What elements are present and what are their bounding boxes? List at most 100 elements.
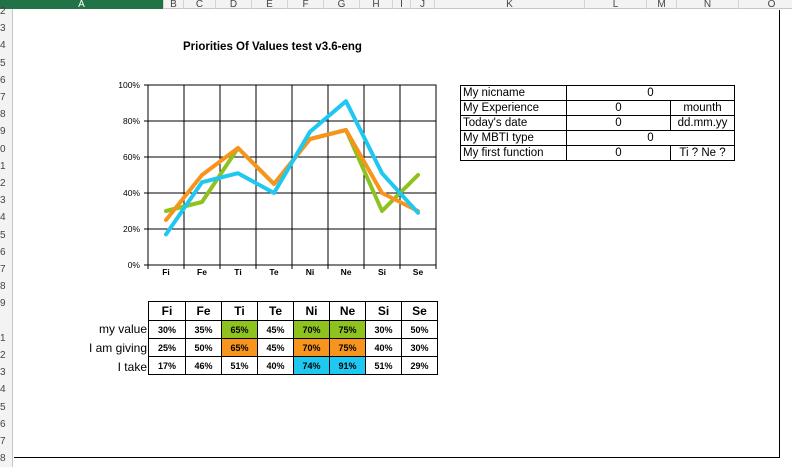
row-header[interactable]: 9: [0, 299, 6, 310]
column-header-o[interactable]: O: [739, 0, 792, 9]
header-si[interactable]: Si: [365, 301, 402, 321]
results-header-row: Fi Fe Ti Te Ni Ne Si Se: [148, 301, 438, 321]
cell[interactable]: 70%: [293, 338, 330, 357]
column-header-b[interactable]: B: [164, 0, 184, 9]
info-row-date: Today's date 0 dd.mm.yy: [460, 115, 735, 131]
row-label-take: I take: [117, 360, 147, 374]
info-table: My nicname 0 My Experience 0 mounth Toda…: [460, 85, 735, 161]
cell[interactable]: 75%: [329, 338, 366, 357]
row-header[interactable]: 8: [0, 282, 6, 293]
experience-unit: mounth: [670, 100, 735, 116]
mbti-value[interactable]: 0: [566, 130, 735, 146]
row-header[interactable]: 4: [0, 41, 6, 52]
info-row-experience: My Experience 0 mounth: [460, 100, 735, 116]
worksheet-area[interactable]: [14, 10, 780, 458]
row-header-bar: 2 3 4 5 6 7 8 9 0 1 2 3 4 5 6 7 8 9 1 2 3 4 5 6 7 8: [0, 7, 13, 467]
cell[interactable]: 91%: [329, 356, 366, 375]
header-fe[interactable]: Fe: [185, 301, 222, 321]
column-header-f[interactable]: F: [288, 0, 324, 9]
cell[interactable]: 17%: [148, 356, 186, 375]
row-header[interactable]: 3: [0, 196, 6, 207]
row-header[interactable]: 3: [0, 24, 6, 35]
cell[interactable]: 65%: [221, 338, 258, 357]
cell[interactable]: 70%: [293, 320, 330, 339]
row-header[interactable]: 2: [0, 351, 6, 361]
cell[interactable]: 45%: [257, 338, 294, 357]
function-value[interactable]: 0: [566, 145, 671, 161]
experience-label: My Experience: [460, 100, 567, 116]
cell[interactable]: 51%: [365, 356, 402, 375]
row-header[interactable]: 5: [0, 402, 6, 413]
row-header[interactable]: 2: [0, 179, 6, 189]
page-title: Priorities Of Values test v3.6-eng: [183, 41, 362, 53]
cell[interactable]: 40%: [365, 338, 402, 357]
column-header-k[interactable]: K: [435, 0, 585, 9]
row-header[interactable]: 1: [0, 333, 6, 344]
row-header[interactable]: 2: [0, 7, 6, 17]
row-header[interactable]: 7: [0, 265, 6, 275]
info-row-function: My first function 0 Ti ? Ne ?: [460, 145, 735, 161]
column-header-g[interactable]: G: [324, 0, 360, 9]
row-header[interactable]: 6: [0, 247, 6, 258]
column-header-c[interactable]: C: [184, 0, 216, 9]
cell[interactable]: 65%: [221, 320, 258, 339]
column-header-e[interactable]: E: [252, 0, 288, 9]
column-header-a[interactable]: A: [0, 0, 164, 9]
date-value[interactable]: 0: [566, 115, 671, 131]
info-row-nickname: My nicname 0: [460, 85, 735, 101]
cell[interactable]: 30%: [148, 320, 186, 339]
table-row-my-value: 30% 35% 65% 45% 70% 75% 30% 50%: [148, 320, 438, 339]
cell[interactable]: 50%: [185, 338, 222, 357]
row-header[interactable]: 4: [0, 213, 6, 224]
row-label-my-value: my value: [98, 322, 147, 336]
row-header[interactable]: 1: [0, 161, 6, 172]
row-header[interactable]: 8: [0, 110, 6, 121]
cell[interactable]: 74%: [293, 356, 330, 375]
header-fi[interactable]: Fi: [148, 301, 186, 321]
row-header[interactable]: 7: [0, 437, 6, 447]
mbti-label: My MBTI type: [460, 130, 567, 146]
nickname-value[interactable]: 0: [566, 85, 735, 101]
column-header-n[interactable]: N: [677, 0, 739, 9]
cell[interactable]: 30%: [401, 338, 438, 357]
row-header[interactable]: 6: [0, 75, 6, 86]
cell[interactable]: 75%: [329, 320, 366, 339]
date-label: Today's date: [460, 115, 567, 131]
header-se[interactable]: Se: [401, 301, 438, 321]
experience-value[interactable]: 0: [566, 100, 671, 116]
cell[interactable]: 40%: [257, 356, 294, 375]
column-header-l[interactable]: L: [585, 0, 647, 9]
row-header[interactable]: 6: [0, 419, 6, 430]
cell[interactable]: 50%: [401, 320, 438, 339]
info-row-mbti: My MBTI type 0: [460, 130, 735, 146]
row-header[interactable]: 8: [0, 454, 6, 465]
column-header-h[interactable]: H: [360, 0, 393, 9]
header-te[interactable]: Te: [257, 301, 294, 321]
row-header[interactable]: 3: [0, 368, 6, 379]
header-ti[interactable]: Ti: [221, 301, 258, 321]
header-ni[interactable]: Ni: [293, 301, 330, 321]
cell[interactable]: 51%: [221, 356, 258, 375]
cell[interactable]: 30%: [365, 320, 402, 339]
row-header[interactable]: 5: [0, 230, 6, 241]
row-header[interactable]: 0: [0, 144, 6, 155]
row-header[interactable]: 4: [0, 385, 6, 396]
column-header-j[interactable]: J: [411, 0, 435, 9]
column-header-d[interactable]: D: [216, 0, 252, 9]
function-hint: Ti ? Ne ?: [670, 145, 735, 161]
cell[interactable]: 35%: [185, 320, 222, 339]
column-header-i[interactable]: I: [393, 0, 411, 9]
nickname-label: My nicname: [460, 85, 567, 101]
cell[interactable]: 46%: [185, 356, 222, 375]
row-header[interactable]: 9: [0, 127, 6, 138]
row-label-giving: I am giving: [88, 341, 147, 355]
header-ne[interactable]: Ne: [329, 301, 366, 321]
row-header[interactable]: 7: [0, 93, 6, 103]
results-table: Fi Fe Ti Te Ni Ne Si Se 30% 35% 65% 45% …: [148, 301, 438, 375]
cell[interactable]: 45%: [257, 320, 294, 339]
row-header[interactable]: 5: [0, 58, 6, 69]
cell[interactable]: 25%: [148, 338, 186, 357]
cell[interactable]: 29%: [401, 356, 438, 375]
column-header-m[interactable]: M: [647, 0, 677, 9]
